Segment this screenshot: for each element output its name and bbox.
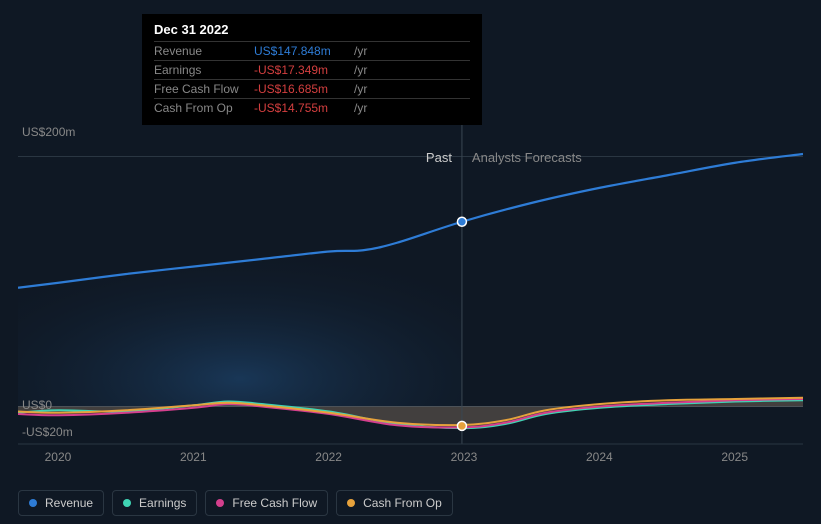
tooltip-value: -US$17.349m [254,63,354,77]
x-axis-label: 2022 [315,450,342,464]
tooltip-label: Revenue [154,44,254,58]
tooltip-value: -US$14.755m [254,101,354,115]
legend-dot-revenue [29,499,37,507]
tooltip-unit: /yr [354,82,367,96]
legend-item-revenue[interactable]: Revenue [18,490,104,516]
legend-item-fcf[interactable]: Free Cash Flow [205,490,328,516]
legend: Revenue Earnings Free Cash Flow Cash Fro… [18,490,453,516]
tooltip-label: Cash From Op [154,101,254,115]
financials-chart: Dec 31 2022 RevenueUS$147.848m/yrEarning… [0,0,821,524]
tooltip-value: -US$16.685m [254,82,354,96]
tooltip-label: Earnings [154,63,254,77]
chart-tooltip: Dec 31 2022 RevenueUS$147.848m/yrEarning… [142,14,482,125]
x-axis-label: 2025 [721,450,748,464]
x-axis-label: 2020 [45,450,72,464]
tooltip-unit: /yr [354,44,367,58]
legend-label-cfo: Cash From Op [363,496,442,510]
x-axis-label: 2024 [586,450,613,464]
legend-item-earnings[interactable]: Earnings [112,490,197,516]
tooltip-label: Free Cash Flow [154,82,254,96]
legend-item-cfo[interactable]: Cash From Op [336,490,453,516]
tooltip-row: RevenueUS$147.848m/yr [154,41,470,60]
legend-dot-cfo [347,499,355,507]
y-axis-label: -US$20m [22,425,73,439]
section-label-past: Past [426,150,452,165]
legend-label-earnings: Earnings [139,496,186,510]
legend-label-revenue: Revenue [45,496,93,510]
tooltip-row: Cash From Op-US$14.755m/yr [154,98,470,117]
x-axis-label: 2023 [451,450,478,464]
y-axis-label: US$200m [22,125,75,139]
legend-dot-fcf [216,499,224,507]
x-axis-label: 2021 [180,450,207,464]
tooltip-value: US$147.848m [254,44,354,58]
section-label-forecasts: Analysts Forecasts [472,150,582,165]
legend-dot-earnings [123,499,131,507]
tooltip-row: Free Cash Flow-US$16.685m/yr [154,79,470,98]
tooltip-unit: /yr [354,101,367,115]
tooltip-date: Dec 31 2022 [154,22,470,37]
y-axis-label: US$0 [22,398,52,412]
tooltip-row: Earnings-US$17.349m/yr [154,60,470,79]
tooltip-unit: /yr [354,63,367,77]
legend-label-fcf: Free Cash Flow [232,496,317,510]
